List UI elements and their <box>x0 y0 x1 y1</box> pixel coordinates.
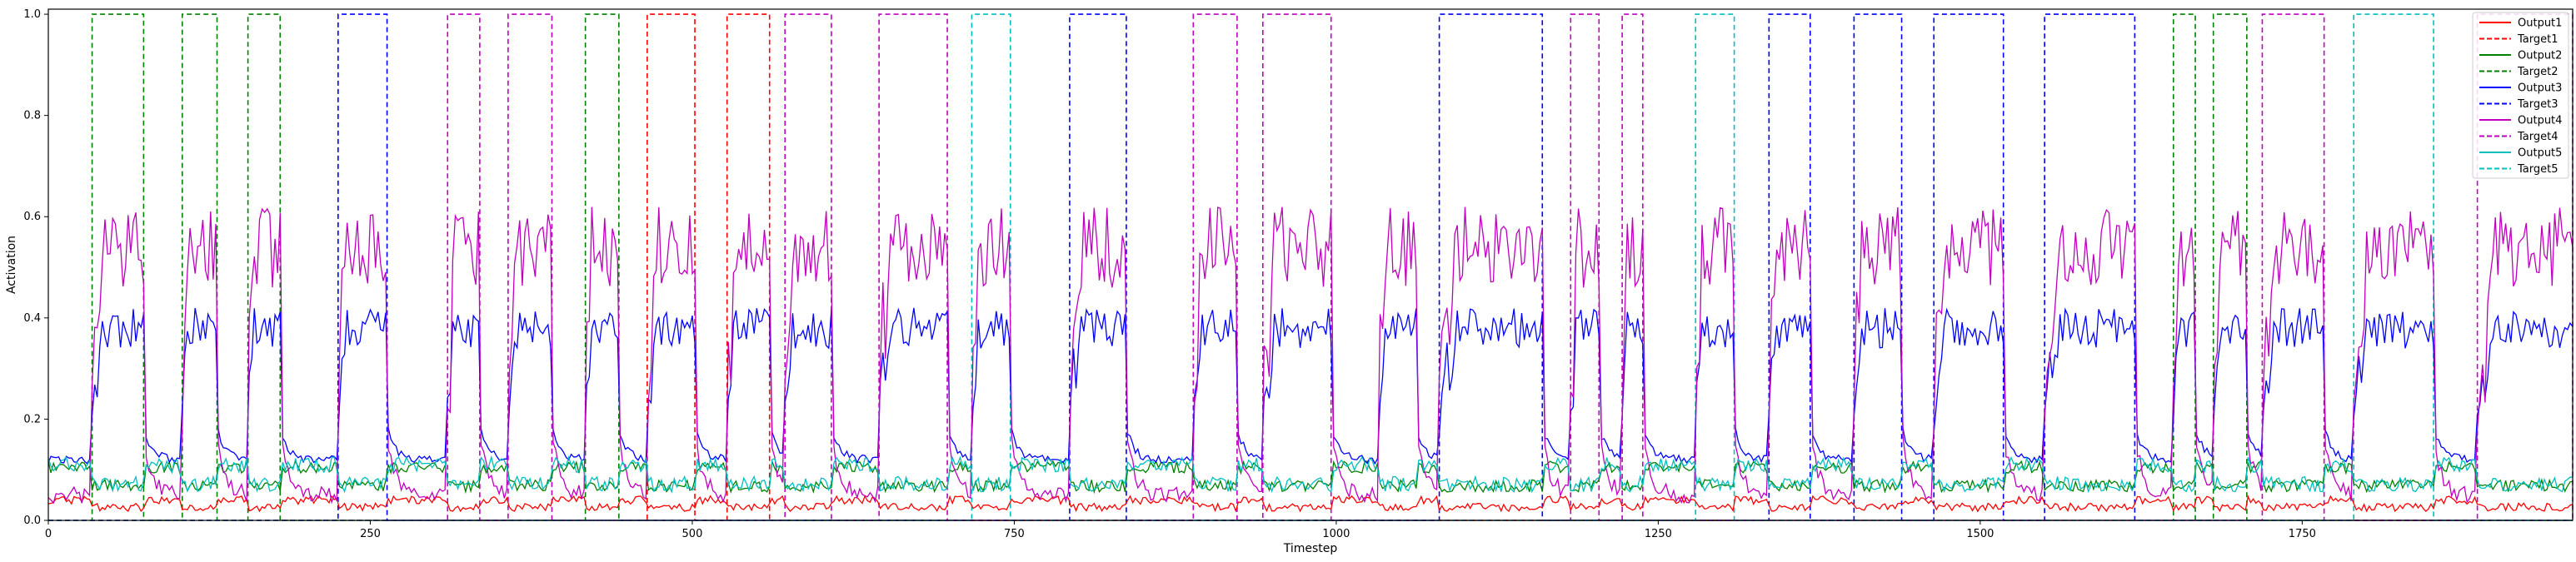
x-axis-ticks: 0 250 500 750 1000 1250 1500 1750 <box>45 520 2316 540</box>
plot-frame <box>47 8 2574 521</box>
legend-label: Output2 <box>2518 50 2562 62</box>
legend-label: Output1 <box>2518 17 2562 30</box>
y-tick-label: 1.0 <box>23 8 41 21</box>
legend-label: Target3 <box>2517 98 2559 111</box>
y-tick-label: 0.8 <box>23 110 41 122</box>
y-tick-label: 0.2 <box>23 413 41 425</box>
x-axis-label: Timestep <box>1283 542 1338 555</box>
legend-label: Output5 <box>2518 147 2562 160</box>
x-tick-label: 750 <box>1004 528 1025 540</box>
x-tick-label: 250 <box>360 528 381 540</box>
x-tick-label: 1500 <box>1966 528 1994 540</box>
x-tick-label: 1000 <box>1322 528 1350 540</box>
y-tick-label: 0.6 <box>23 211 41 223</box>
y-tick-label: 0.0 <box>23 515 41 527</box>
series-output5 <box>47 455 2574 494</box>
legend: Output1 Target1 Output2 Target2 Output3 Targe… <box>2472 12 2569 179</box>
y-axis-label: Activation <box>5 236 18 294</box>
x-tick-label: 1250 <box>1645 528 1672 540</box>
series-output4 <box>47 206 2574 505</box>
x-tick-label: 500 <box>682 528 703 540</box>
legend-label: Output4 <box>2518 115 2562 127</box>
legend-label: Target5 <box>2517 163 2559 176</box>
legend-label: Target2 <box>2517 66 2559 78</box>
legend-label: Target4 <box>2517 131 2559 143</box>
y-axis-ticks: 0.0 0.2 0.4 0.6 0.8 1.0 <box>23 8 48 527</box>
y-tick-label: 0.4 <box>23 312 41 325</box>
series-output3 <box>47 307 2574 465</box>
x-tick-label: 1750 <box>2289 528 2316 540</box>
series-target4 <box>48 13 2574 521</box>
legend-label: Target1 <box>2517 33 2559 46</box>
series-output1 <box>47 495 2574 513</box>
x-tick-label: 0 <box>45 528 52 540</box>
legend-label: Output3 <box>2518 82 2562 95</box>
series-target5 <box>48 13 2573 521</box>
